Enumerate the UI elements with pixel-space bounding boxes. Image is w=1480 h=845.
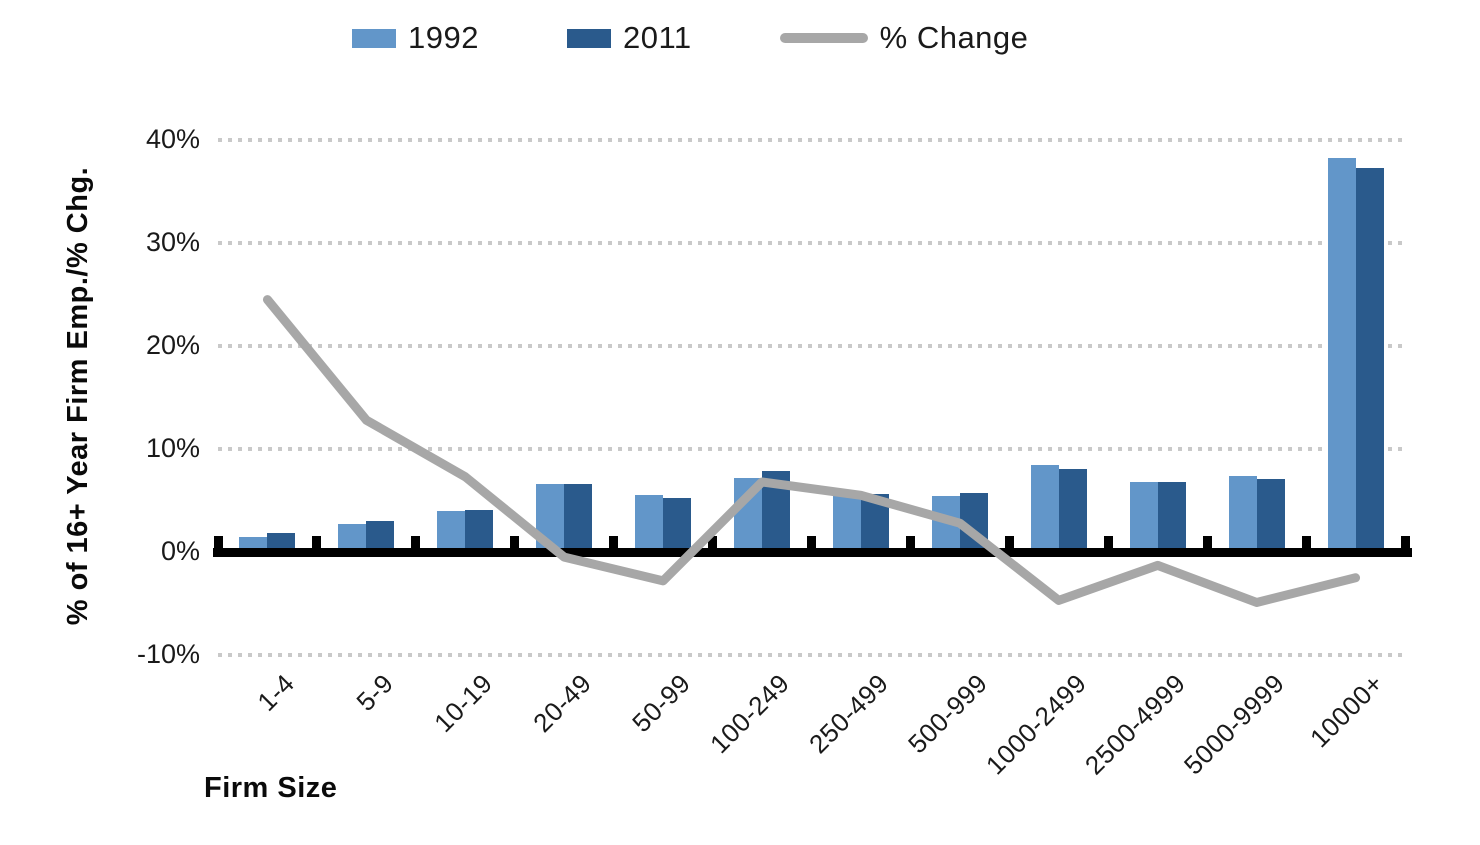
- y-tick-label: 30%: [145, 227, 200, 257]
- axis-tick: [708, 536, 718, 548]
- legend-label-2011: 2011: [622, 20, 692, 55]
- bar-1992-5000-9999: [1228, 475, 1257, 548]
- axis-tick: [1004, 536, 1014, 548]
- legend-item-pct-change: % Change: [779, 20, 1029, 56]
- bar-1992-1-4: [239, 536, 268, 548]
- bar-1992-500-999: [931, 496, 960, 548]
- y-tick-label: 20%: [145, 330, 200, 360]
- x-tick-label: 2500-4999: [1078, 668, 1191, 781]
- bar-2011-100-249: [762, 470, 791, 548]
- gridline--10%: [218, 653, 1405, 657]
- y-tick-label: 40%: [145, 124, 200, 154]
- bar-2011-5000-9999: [1256, 478, 1285, 548]
- x-tick-label: 10-19: [428, 668, 499, 739]
- axis-tick: [905, 536, 915, 548]
- legend-label-pct-change: % Change: [879, 20, 1029, 55]
- axis-tick: [510, 536, 520, 548]
- x-tick-label: 5000-9999: [1177, 668, 1290, 781]
- gridline-30%: [218, 241, 1405, 245]
- axis-tick: [1202, 536, 1212, 548]
- legend-item-2011: 2011: [566, 20, 692, 56]
- bar-1992-10-19: [437, 510, 466, 548]
- bar-2011-250-499: [860, 494, 889, 548]
- legend-swatch-2011-icon: [566, 28, 611, 48]
- bar-1992-20-49: [536, 484, 565, 548]
- bar-2011-5-9: [366, 521, 395, 548]
- legend-label-1992: 1992: [408, 20, 479, 55]
- bar-1992-50-99: [635, 495, 664, 548]
- axis-tick: [1301, 536, 1311, 548]
- y-axis-title: % of 16+ Year Firm Emp./% Chg.: [62, 166, 94, 626]
- x-tick-label: 100-249: [704, 668, 796, 760]
- gridline-40%: [218, 138, 1405, 142]
- y-tick-label: -10%: [136, 639, 200, 669]
- axis-tick: [807, 536, 816, 548]
- bar-1992-100-249: [734, 477, 763, 548]
- bar-2011-500-999: [959, 493, 988, 548]
- x-tick-label: 1000-2499: [979, 668, 1092, 781]
- x-tick-label: 20-49: [527, 668, 598, 739]
- chart-legend: 1992 2011 % Change: [352, 20, 1028, 56]
- x-tick-label: 500-999: [901, 668, 994, 760]
- bar-2011-1-4: [267, 533, 296, 548]
- x-tick-label: 50-99: [626, 668, 697, 739]
- x-tick-label: 1-4: [251, 668, 301, 717]
- y-tick-label: 10%: [145, 433, 200, 463]
- x-tick-label: 250-499: [803, 668, 895, 760]
- bar-2011-2500-4999: [1157, 481, 1186, 548]
- legend-swatch-1992-icon: [352, 28, 396, 48]
- x-axis-title: Firm Size: [204, 772, 338, 804]
- axis-tick: [1400, 536, 1410, 548]
- bar-2011-10-19: [465, 509, 494, 548]
- bar-2011-1000-2499: [1058, 468, 1087, 548]
- x-tick-label: 10000+: [1303, 668, 1389, 754]
- bar-2011-50-99: [663, 498, 692, 548]
- axis-tick: [1103, 536, 1113, 548]
- axis-tick: [312, 536, 322, 548]
- x-axis-line: [213, 548, 1412, 557]
- bar-1992-5-9: [338, 524, 367, 548]
- bar-1992-10000+: [1327, 157, 1356, 548]
- x-tick-label: 5-9: [350, 668, 400, 717]
- axis-tick: [213, 536, 223, 548]
- y-tick-label: 0%: [160, 536, 200, 566]
- bar-1992-2500-4999: [1129, 481, 1158, 548]
- bar-1992-1000-2499: [1030, 465, 1059, 548]
- gridline-20%: [218, 344, 1405, 348]
- legend-item-1992: 1992: [352, 20, 479, 56]
- legend-line-swatch-icon: [779, 33, 868, 43]
- axis-tick: [609, 536, 619, 548]
- gridline-10%: [218, 447, 1405, 451]
- bar-1992-250-499: [832, 496, 861, 548]
- axis-tick: [411, 536, 421, 548]
- bar-2011-10000+: [1355, 167, 1384, 548]
- bar-2011-20-49: [564, 484, 593, 548]
